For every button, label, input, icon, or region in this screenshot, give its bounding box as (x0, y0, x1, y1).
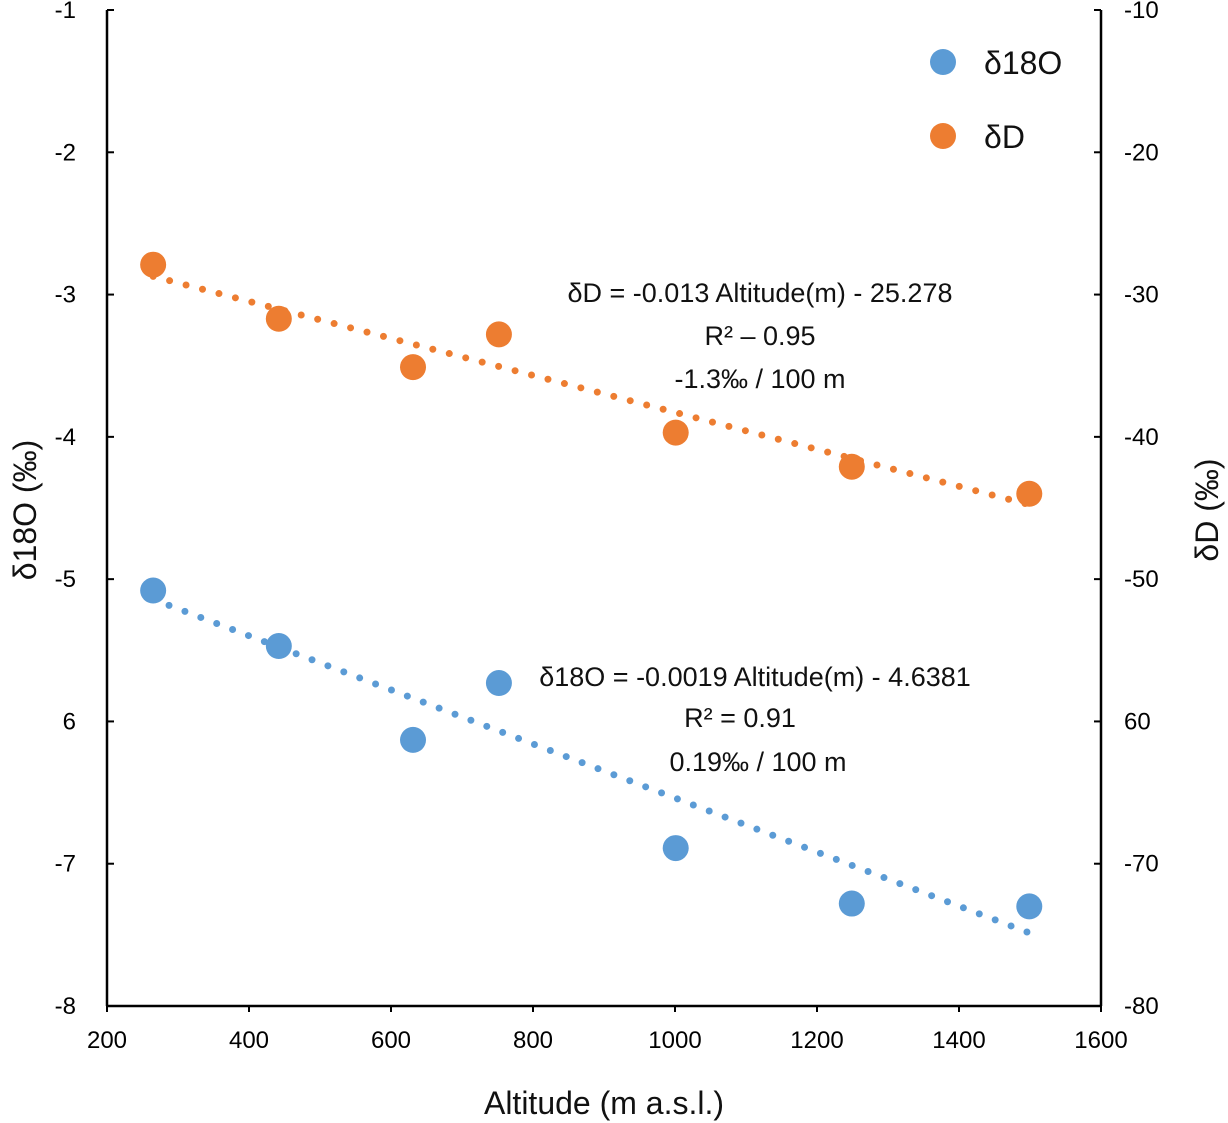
y-left-tick-label: -2 (55, 139, 76, 166)
x-tick-label: 200 (87, 1027, 127, 1054)
y-left-tick-label: -7 (55, 851, 76, 878)
data-point (140, 251, 167, 278)
y-left-axis-label: δ18O (‰) (7, 440, 43, 581)
d18O-equation: δ18O = -0.0019 Altitude(m) - 4.6381 (539, 662, 971, 692)
y-right-tick-label: -30 (1124, 282, 1159, 309)
dD-gradient: -1.3‰ / 100 m (674, 364, 845, 394)
dD-r2: R² – 0.95 (704, 321, 815, 351)
y-left-tick-label: -4 (55, 424, 76, 451)
trendline-0 (149, 595, 1033, 937)
y-right-tick-label: -40 (1124, 424, 1159, 451)
data-point (485, 321, 512, 348)
x-tick-label: 1000 (648, 1027, 701, 1054)
d18O-r2: R² = 0.91 (684, 703, 796, 733)
y-left-tick-label: -5 (55, 566, 76, 593)
data-point (838, 890, 865, 917)
legend-label: δ18O (984, 45, 1062, 81)
data-point (1016, 480, 1043, 507)
x-tick-label: 400 (229, 1027, 269, 1054)
data-point (662, 835, 689, 862)
x-tick-label: 1600 (1074, 1027, 1127, 1054)
y-left-tick-label: 6 (63, 708, 76, 735)
data-point (400, 354, 427, 381)
y-left-tick-label: -8 (55, 993, 76, 1020)
x-axis-label: Altitude (m a.s.l.) (484, 1085, 724, 1121)
legend-label: δD (984, 119, 1025, 155)
data-point (265, 305, 292, 332)
legend-marker (930, 49, 956, 75)
y-right-axis-label: δD (‰) (1189, 458, 1225, 561)
data-point (485, 670, 512, 697)
y-right-tick-label: 60 (1124, 708, 1151, 735)
dD-equation: δD = -0.013 Altitude(m) - 25.278 (568, 278, 953, 308)
data-point (140, 577, 167, 604)
y-left-tick-label: -1 (55, 0, 76, 24)
x-tick-label: 600 (371, 1027, 411, 1054)
y-right-tick-label: -50 (1124, 566, 1159, 593)
data-point (662, 419, 689, 446)
y-right-tick-label: -20 (1124, 139, 1159, 166)
y-right-tick-label: -70 (1124, 851, 1159, 878)
legend-marker (930, 123, 956, 149)
x-tick-label: 1400 (932, 1027, 985, 1054)
y-left-tick-label: -3 (55, 282, 76, 309)
x-tick-label: 800 (513, 1027, 553, 1054)
y-right-tick-label: -10 (1124, 0, 1159, 24)
y-right-tick-label: -80 (1124, 993, 1159, 1020)
d18O-gradient: 0.19‰ / 100 m (669, 747, 846, 777)
data-point (400, 726, 427, 753)
trendline-1 (149, 272, 1033, 509)
data-point (1016, 893, 1043, 920)
data-point (838, 453, 865, 480)
x-tick-label: 1200 (790, 1027, 843, 1054)
data-point (265, 633, 292, 660)
